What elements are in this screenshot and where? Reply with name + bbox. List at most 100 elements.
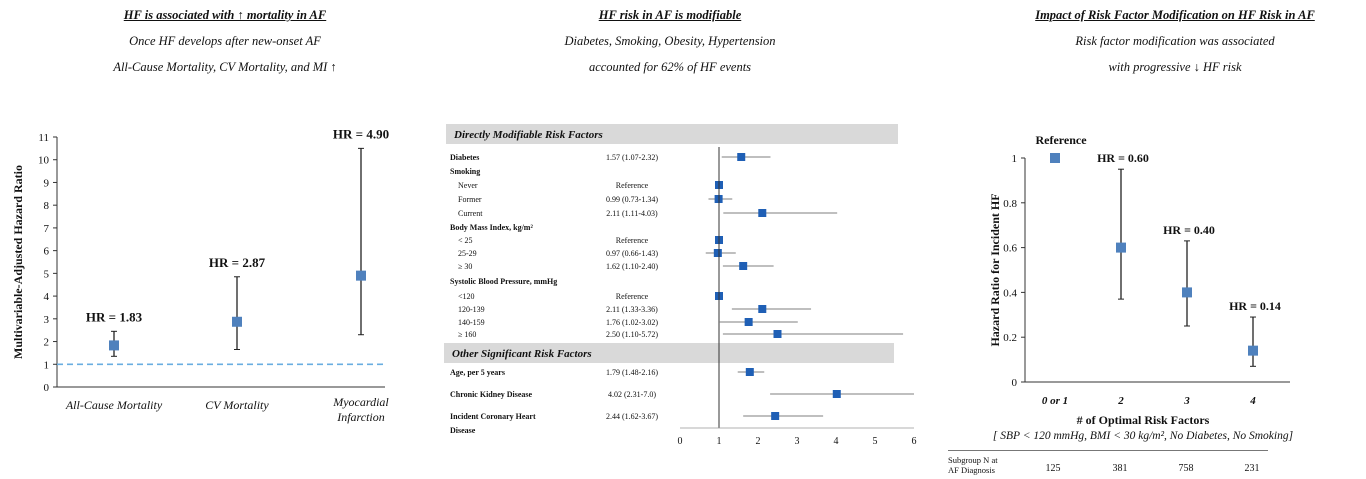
forest-point: [713, 249, 722, 257]
panel-1-line-2: All-Cause Mortality, CV Mortality, and M…: [113, 60, 337, 74]
forest-section-bar: [446, 124, 898, 144]
forest-row-ci: 0.99 (0.73-1.34): [606, 195, 658, 204]
forest-row-ci: 2.11 (1.11-4.03): [606, 209, 658, 218]
panel-3-hr-label: Reference: [1035, 133, 1087, 147]
forest-row-label: <120: [458, 292, 475, 301]
forest-point: [739, 262, 748, 270]
forest-x-tick-label: 0: [678, 436, 683, 447]
forest-row-label: Incident Coronary Heart: [450, 412, 536, 421]
panel-3-hr-label: HR = 0.60: [1097, 151, 1149, 165]
forest-x-tick-label: 4: [834, 436, 839, 447]
panel-3-x-label-2: [ SBP < 120 mmHg, BMI < 30 kg/m², No Dia…: [993, 430, 1293, 442]
forest-row-ci: 1.57 (1.07-2.32): [606, 153, 658, 162]
panel-1-y-tick-label: 6: [44, 246, 50, 258]
forest-section-bar: [444, 343, 894, 363]
panel-3-hr-label: HR = 0.14: [1229, 299, 1281, 313]
panel-3-point: [1248, 345, 1258, 356]
forest-row-ci: 2.44 (1.62-3.67): [606, 412, 658, 421]
panel-1-x-tick-label: Myocardial: [332, 395, 389, 409]
panel-1-y-tick-label: 9: [44, 177, 50, 189]
forest-row-ci: Reference: [616, 181, 649, 190]
panel-3-y-tick-label: 0: [1012, 377, 1018, 389]
forest-point: [758, 209, 767, 217]
panel-3-y-tick-label: 0.4: [1003, 287, 1017, 299]
panel-1-x-tick-label: CV Mortality: [205, 398, 269, 412]
forest-row-label: ≥ 160: [458, 330, 476, 339]
forest-x-tick-label: 5: [873, 436, 878, 447]
panel-3-hr-label: HR = 0.40: [1163, 223, 1215, 237]
forest-row-label: Age, per 5 years: [450, 368, 505, 377]
forest-row-label: Never: [458, 181, 478, 190]
header-panel-2: HF risk in AF is modifiable Diabetes, Sm…: [470, 2, 870, 80]
forest-point: [758, 305, 767, 313]
forest-row-ci: 0.97 (0.66-1.43): [606, 249, 658, 258]
panel-3-line-1: Risk factor modification was associated: [1075, 34, 1275, 48]
panel-3-line-2: with progressive ↓ HF risk: [1108, 60, 1242, 74]
forest-row-ci: Reference: [616, 236, 649, 245]
forest-section-title: Directly Modifiable Risk Factors: [453, 129, 603, 141]
forest-row-ci: Reference: [616, 292, 649, 301]
subgroup-value: 381: [1112, 463, 1128, 474]
header-panel-3: Impact of Risk Factor Modification on HF…: [990, 2, 1360, 80]
panel-1-point: [109, 340, 119, 351]
subgroup-label: Subgroup N at AF Diagnosis: [948, 455, 998, 475]
forest-point: [773, 330, 782, 338]
forest-row-ci: 1.79 (1.48-2.16): [606, 368, 658, 377]
forest-row-label: < 25: [458, 236, 473, 245]
panel-3-x-label: # of Optimal Risk Factors: [1077, 413, 1210, 427]
panel-3-y-tick-label: 1: [1012, 153, 1018, 165]
panel-1-y-tick-label: 10: [38, 155, 50, 167]
forest-row-label: Chronic Kidney Disease: [450, 390, 533, 399]
forest-row-label: Body Mass Index, kg/m²: [450, 223, 533, 232]
panel-3-y-tick-label: 0.8: [1003, 198, 1017, 210]
panel-1-point: [356, 270, 366, 281]
panel-3-title: Impact of Risk Factor Modification on HF…: [1035, 8, 1315, 22]
panel-1-point: [232, 316, 242, 327]
forest-row-label: 120-139: [458, 305, 485, 314]
forest-row-label: Current: [458, 209, 483, 218]
panel-2-line-1: Diabetes, Smoking, Obesity, Hypertension: [564, 34, 776, 48]
forest-point: [744, 318, 753, 326]
subgroup-table: Subgroup N at AF Diagnosis 125 381 758 2…: [948, 450, 1268, 475]
panel-1-y-tick-label: 8: [44, 200, 50, 212]
panel-3-point: [1050, 153, 1060, 163]
panel-2-line-2: accounted for 62% of HF events: [588, 60, 752, 74]
panel-1-y-tick-label: 5: [44, 268, 50, 280]
forest-row-ci: 2.50 (1.10-5.72): [606, 330, 658, 339]
panel-3-point: [1116, 242, 1126, 253]
forest-point: [771, 412, 780, 420]
forest-point: [832, 390, 841, 398]
forest-row-label: Disease: [450, 426, 476, 435]
forest-row-label: Diabetes: [450, 153, 479, 162]
forest-x-tick-label: 2: [756, 436, 761, 447]
forest-row-label: 25-29: [458, 249, 477, 258]
forest-row-label: 140-159: [458, 318, 485, 327]
header-panel-1: HF is associated with ↑ mortality in AF …: [0, 2, 450, 80]
panel-1-x-tick-label: Infarction: [336, 410, 385, 424]
subgroup-value: 231: [1244, 463, 1260, 474]
panel-2-title: HF risk in AF is modifiable: [598, 8, 742, 22]
panel-1-hr-label: HR = 1.83: [86, 309, 143, 324]
panel-3-y-label: Hazard Ratio for Incident HF: [988, 193, 1002, 346]
forest-point: [745, 368, 754, 376]
forest-row-ci: 1.76 (1.02-3.02): [606, 318, 658, 327]
panel-1-y-tick-label: 7: [44, 223, 50, 235]
panel-3-y-tick-label: 0.2: [1003, 332, 1017, 344]
panel-1-y-label: Multivariable-Adjusted Hazard Ratio: [11, 165, 25, 359]
panel-1-hr-label: HR = 4.90: [333, 126, 389, 141]
panel-1-y-tick-label: 11: [38, 132, 49, 144]
forest-row-label: Former: [458, 195, 482, 204]
subgroup-value: 125: [1045, 463, 1061, 474]
forest-row-label: ≥ 30: [458, 262, 472, 271]
subgroup-value: 758: [1178, 463, 1194, 474]
panel-3-point: [1182, 287, 1192, 298]
forest-x-tick-label: 6: [912, 436, 917, 447]
forest-row-label: Smoking: [450, 167, 480, 176]
panel-1-y-tick-label: 4: [44, 291, 50, 303]
panel-3-x-tick-label: 2: [1117, 395, 1124, 407]
panel-3-x-tick-label: 3: [1183, 395, 1190, 407]
panel-1-hr-label: HR = 2.87: [209, 255, 266, 270]
forest-x-tick-label: 1: [717, 436, 722, 447]
forest-x-tick-label: 3: [795, 436, 800, 447]
